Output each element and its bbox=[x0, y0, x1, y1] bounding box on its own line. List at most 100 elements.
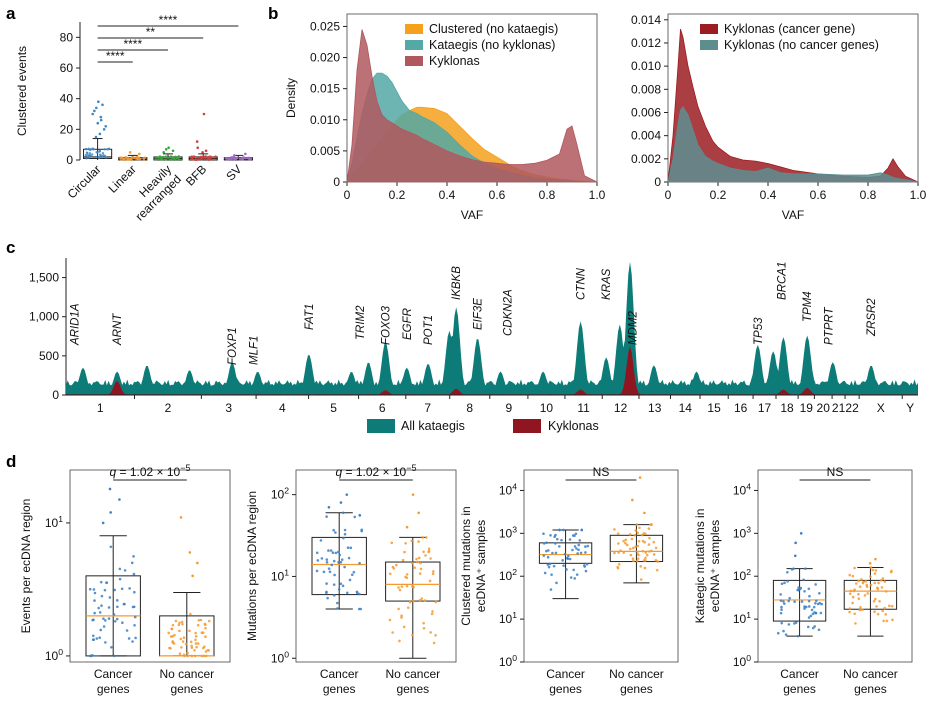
data-point bbox=[164, 158, 167, 161]
x-axis-label: VAF bbox=[782, 208, 804, 222]
outlier-point bbox=[104, 124, 108, 128]
data-point bbox=[579, 551, 583, 555]
data-point bbox=[403, 550, 406, 554]
y-tick-label: 60 bbox=[60, 61, 74, 75]
outlier-point bbox=[93, 109, 96, 113]
data-point bbox=[802, 578, 805, 582]
data-point bbox=[358, 514, 362, 517]
data-point bbox=[95, 637, 99, 640]
data-point bbox=[654, 558, 658, 562]
data-point bbox=[189, 640, 193, 644]
data-point bbox=[422, 550, 425, 554]
data-point bbox=[91, 654, 94, 657]
chromosome-label: 16 bbox=[734, 401, 748, 415]
data-point bbox=[194, 635, 198, 638]
data-point bbox=[644, 556, 647, 560]
data-point bbox=[803, 607, 806, 610]
category-label: Cancer bbox=[546, 667, 585, 681]
data-point bbox=[105, 581, 108, 584]
data-point bbox=[787, 623, 791, 626]
data-point bbox=[883, 606, 886, 610]
data-point bbox=[873, 597, 877, 601]
data-point bbox=[325, 558, 329, 561]
data-point bbox=[584, 545, 587, 548]
outlier-point bbox=[171, 149, 175, 153]
data-point bbox=[851, 595, 855, 599]
y-tick-label: 102 bbox=[499, 567, 517, 583]
legend-label: Kyklonas bbox=[429, 54, 480, 68]
kataegis-area bbox=[66, 261, 918, 395]
data-point bbox=[552, 564, 556, 568]
data-point bbox=[634, 545, 637, 548]
data-point bbox=[878, 599, 881, 603]
data-point bbox=[122, 602, 126, 606]
data-point bbox=[118, 567, 122, 571]
data-point bbox=[548, 562, 552, 566]
data-point bbox=[169, 155, 172, 158]
data-point bbox=[573, 534, 576, 537]
data-point bbox=[890, 604, 894, 608]
data-point bbox=[648, 550, 651, 553]
data-point bbox=[121, 621, 124, 625]
data-point bbox=[554, 542, 557, 545]
data-point bbox=[181, 622, 184, 626]
data-point bbox=[325, 560, 329, 564]
data-point bbox=[619, 549, 622, 553]
plot-frame bbox=[757, 469, 913, 663]
data-point bbox=[93, 599, 96, 602]
data-point bbox=[84, 153, 87, 157]
data-point bbox=[779, 611, 783, 615]
data-point bbox=[546, 563, 550, 566]
x-tick-label: 1.0 bbox=[910, 188, 927, 202]
outlier-point bbox=[137, 152, 141, 156]
data-point bbox=[799, 586, 803, 590]
chromosome-label: 10 bbox=[540, 401, 554, 415]
gene-label-mlf1: MLF1 bbox=[248, 336, 260, 365]
chromosome-label: Y bbox=[906, 401, 914, 415]
data-point bbox=[875, 605, 878, 608]
data-point bbox=[100, 155, 104, 158]
data-point bbox=[547, 565, 551, 569]
panel-b-right: 0 0.002 0.004 0.006 0.008 0.010 0.012 0.014 0 0.2… bbox=[631, 13, 927, 222]
data-point bbox=[411, 561, 414, 565]
data-point bbox=[99, 580, 103, 584]
x-tick-label: 0 bbox=[344, 188, 351, 202]
data-point bbox=[561, 559, 564, 562]
data-point bbox=[124, 156, 128, 159]
data-point bbox=[405, 576, 409, 580]
plot-frame bbox=[295, 469, 457, 663]
data-point bbox=[190, 158, 193, 161]
data-point bbox=[413, 566, 416, 569]
data-point bbox=[542, 542, 546, 545]
significance-label: ** bbox=[146, 25, 156, 39]
data-point bbox=[95, 151, 98, 154]
data-point bbox=[787, 599, 790, 603]
data-point bbox=[568, 538, 572, 541]
data-point bbox=[558, 528, 561, 532]
data-point bbox=[635, 559, 639, 563]
data-point bbox=[656, 560, 660, 563]
data-point bbox=[642, 559, 646, 562]
data-point bbox=[102, 617, 105, 620]
data-point bbox=[333, 594, 336, 597]
y-axis-label: Clustered mutations inecDNA⁺ samples bbox=[459, 506, 488, 625]
data-point bbox=[388, 618, 392, 622]
y-tick-label: 104 bbox=[733, 481, 751, 497]
data-point bbox=[160, 158, 163, 161]
box bbox=[843, 579, 898, 610]
data-point bbox=[567, 554, 570, 558]
category-label: SV bbox=[223, 162, 244, 183]
data-point bbox=[784, 633, 788, 636]
data-point bbox=[421, 536, 425, 539]
outlier-point bbox=[195, 140, 199, 143]
data-point bbox=[575, 547, 578, 550]
data-point bbox=[655, 568, 659, 572]
data-point bbox=[542, 532, 545, 536]
chromosome-label: 20 bbox=[817, 401, 831, 415]
outlier-point bbox=[405, 525, 409, 529]
legend-swatch bbox=[700, 24, 718, 34]
data-point bbox=[194, 638, 197, 642]
legend-swatch bbox=[367, 419, 395, 433]
y-tick-label: 102 bbox=[733, 567, 751, 583]
y-tick-label: 0 bbox=[333, 175, 340, 189]
